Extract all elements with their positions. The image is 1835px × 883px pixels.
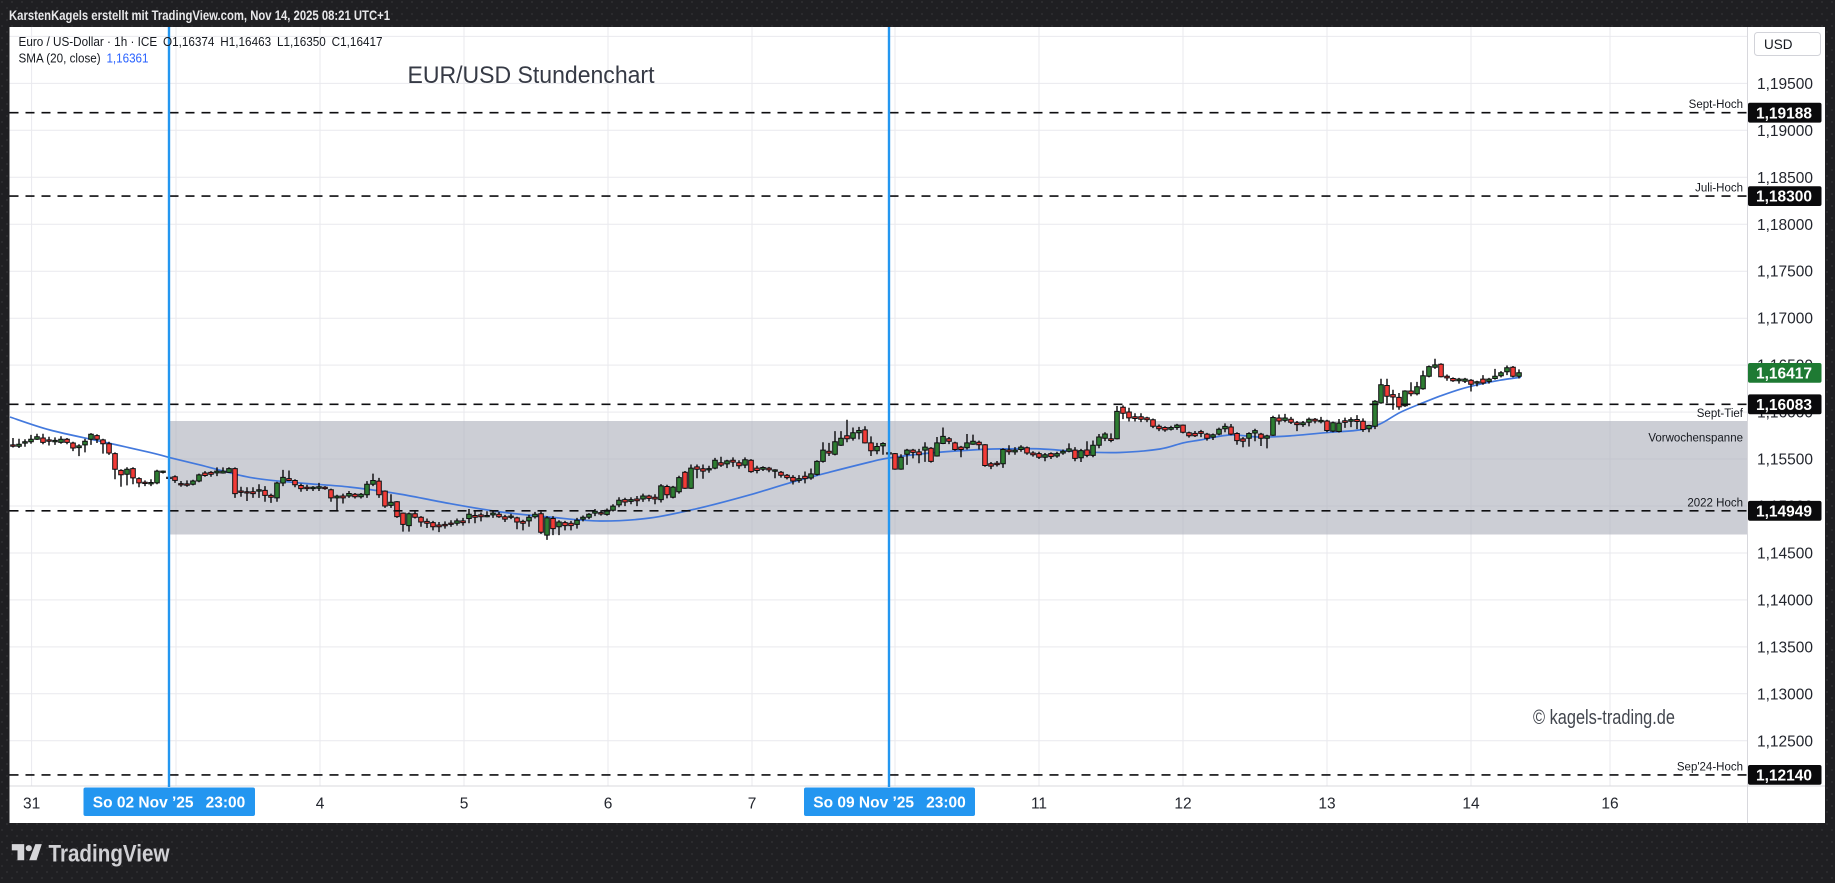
svg-text:1,14500: 1,14500: [1757, 546, 1813, 563]
svg-text:7: 7: [748, 796, 757, 813]
svg-text:1,19500: 1,19500: [1757, 76, 1813, 93]
svg-text:SMA (20, close) 1,16361: SMA (20, close) 1,16361: [19, 52, 149, 66]
svg-text:11: 11: [1031, 796, 1047, 813]
svg-text:6: 6: [604, 796, 613, 813]
svg-text:1,16417: 1,16417: [1756, 366, 1812, 383]
svg-text:1,12500: 1,12500: [1757, 733, 1813, 750]
svg-text:Euro / US-Dollar · 1h · ICE O1: Euro / US-Dollar · 1h · ICE O1,16374 H1,…: [19, 35, 383, 49]
svg-text:1,18500: 1,18500: [1757, 170, 1813, 187]
svg-text:13: 13: [1318, 796, 1335, 813]
svg-text:So 09 Nov ’25 23:00: So 09 Nov ’25 23:00: [813, 795, 966, 812]
svg-text:16: 16: [1601, 796, 1618, 813]
svg-text:TradingView: TradingView: [49, 841, 170, 868]
svg-text:1,18300: 1,18300: [1756, 189, 1812, 206]
svg-text:1,12140: 1,12140: [1756, 768, 1812, 785]
svg-text:Sept-Hoch: Sept-Hoch: [1689, 99, 1743, 111]
svg-text:12: 12: [1174, 796, 1191, 813]
svg-text:Sept-Tief: Sept-Tief: [1697, 408, 1744, 420]
svg-text:14: 14: [1462, 796, 1480, 813]
svg-text:1,14949: 1,14949: [1756, 503, 1812, 520]
svg-text:1,19000: 1,19000: [1757, 123, 1813, 140]
svg-text:Sep'24-Hoch: Sep'24-Hoch: [1677, 761, 1743, 773]
svg-text:EUR/USD Stundenchart: EUR/USD Stundenchart: [408, 62, 655, 89]
svg-text:5: 5: [460, 796, 469, 813]
svg-text:Vorwochenspanne: Vorwochenspanne: [1648, 433, 1743, 445]
svg-text:4: 4: [316, 796, 325, 813]
svg-text:1,16083: 1,16083: [1756, 397, 1812, 414]
svg-text:1,18000: 1,18000: [1757, 217, 1813, 234]
svg-text:USD: USD: [1764, 37, 1793, 52]
svg-text:© kagels-trading.de: © kagels-trading.de: [1533, 707, 1675, 729]
svg-text:1,13000: 1,13000: [1757, 686, 1813, 703]
svg-text:31: 31: [23, 796, 40, 813]
svg-text:KarstenKagels erstellt mit Tra: KarstenKagels erstellt mit TradingView.c…: [9, 8, 390, 23]
svg-text:So 02 Nov ’25 23:00: So 02 Nov ’25 23:00: [93, 795, 246, 812]
svg-text:1,13500: 1,13500: [1757, 639, 1813, 656]
svg-text:Juli-Hoch: Juli-Hoch: [1695, 183, 1743, 195]
svg-text:1,17500: 1,17500: [1757, 264, 1813, 281]
svg-text:1,17000: 1,17000: [1757, 311, 1813, 328]
svg-text:1,14000: 1,14000: [1757, 593, 1813, 610]
svg-text:1,15500: 1,15500: [1757, 452, 1813, 469]
svg-text:1,19188: 1,19188: [1756, 105, 1812, 122]
svg-text:2022 Hoch: 2022 Hoch: [1687, 497, 1743, 509]
